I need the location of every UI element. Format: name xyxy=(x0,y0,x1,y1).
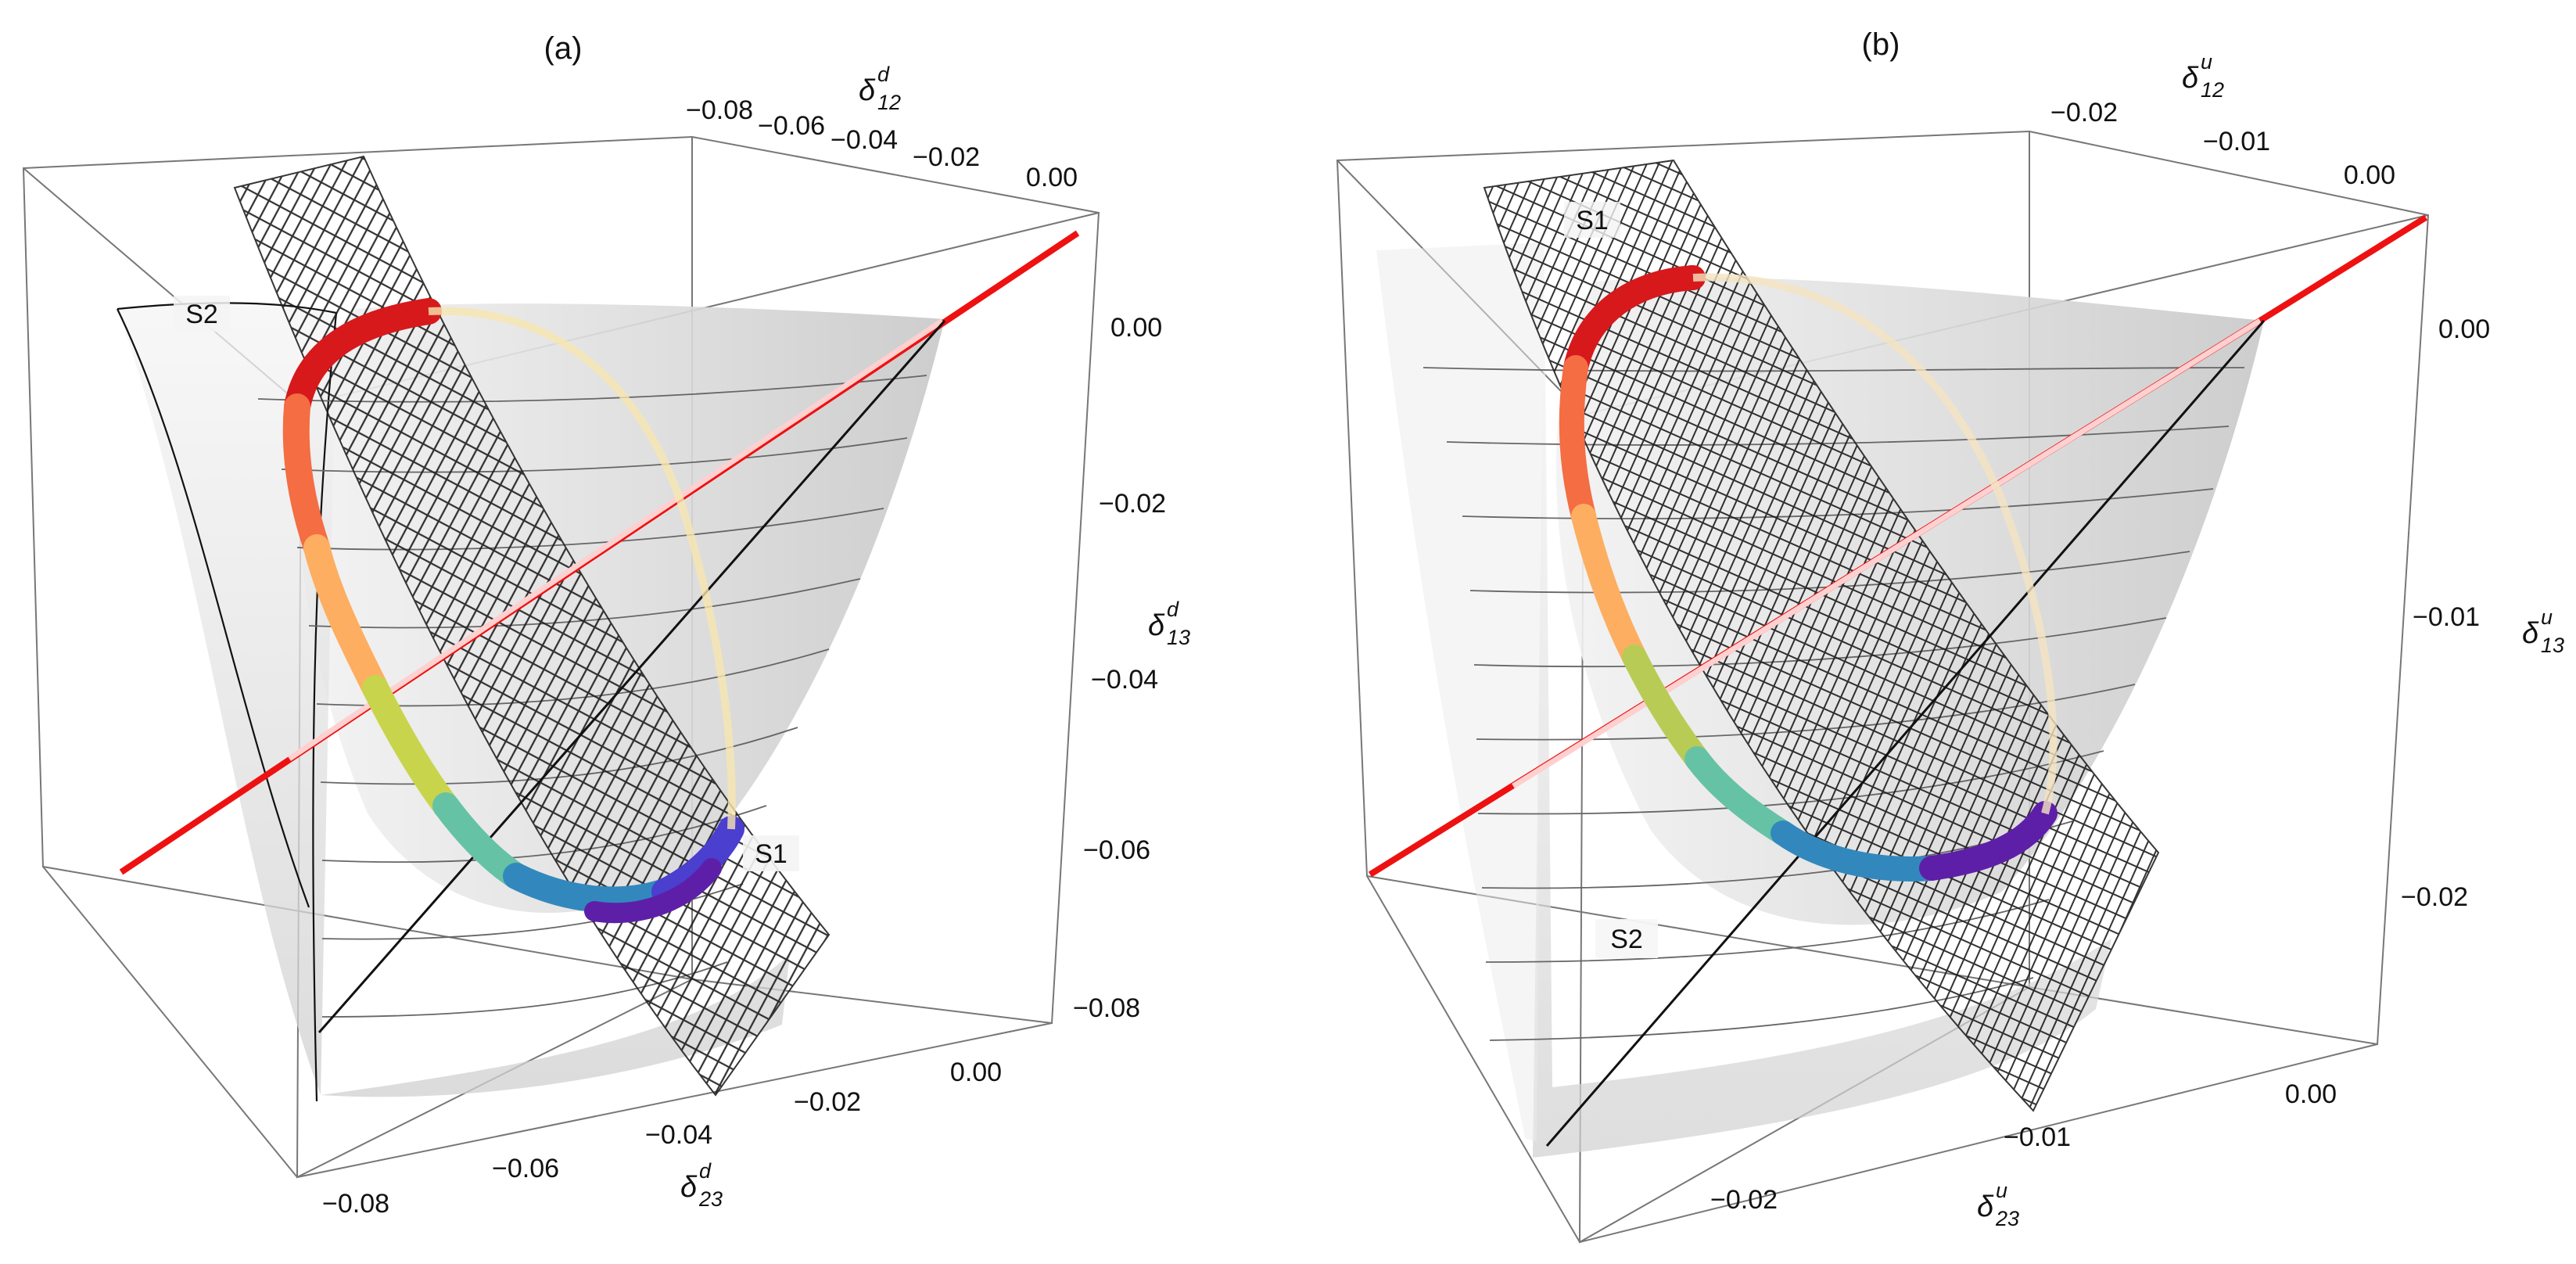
panel-a-s2-label-bg xyxy=(174,296,230,332)
panel-a-s1-label: S1 xyxy=(755,839,788,869)
panel-a-right-axis-symbol: δ xyxy=(1148,609,1165,642)
panel-b-s2-label-bg xyxy=(1595,919,1658,958)
panel-a-top-axis-symbol: δ xyxy=(859,74,876,107)
panel-a-bottom-tick: −0.02 xyxy=(794,1087,861,1117)
panel-a-right-axis-label: δ d 13 xyxy=(1148,598,1190,649)
panel-a-right-axis-sup: d xyxy=(1167,598,1179,621)
panel-a-right-tick: 0.00 xyxy=(1110,313,1162,343)
panel-b-right-axis-sup: u xyxy=(2541,605,2553,629)
panel-a-right-tick: −0.06 xyxy=(1083,835,1150,865)
panel-b: (b) −0.02 −0.01 0.00 δ u 12 0.00 −0.01 −… xyxy=(1336,27,2564,1244)
panel-a-s2-edge xyxy=(117,302,338,1102)
panel-b-right-axis-sub: 13 xyxy=(2541,634,2564,657)
panel-b-top-axis-label: δ u 12 xyxy=(2182,50,2224,102)
panel-a-bottom-tick: −0.06 xyxy=(492,1154,559,1183)
panel-a-right-tick: −0.04 xyxy=(1091,665,1158,695)
panel-a-right-tick: −0.02 xyxy=(1099,489,1166,519)
panel-a: (a) −0.08 −0.06 −0.04 −0.02 0.00 δ d 12 … xyxy=(22,31,1190,1219)
panel-a-top-tick: −0.02 xyxy=(913,142,980,172)
panel-b-right-tick: −0.01 xyxy=(2413,602,2480,632)
panel-b-s1-label-bg xyxy=(1564,202,1620,238)
panel-a-right-ticks: 0.00 −0.02 −0.04 −0.06 −0.08 xyxy=(1073,313,1166,1023)
panel-b-bottom-axis-sup: u xyxy=(1996,1179,2007,1202)
panel-b-top-axis-sup: u xyxy=(2201,50,2212,74)
panel-a-top-axis-label: δ d 12 xyxy=(859,63,901,114)
panel-b-bottom-ticks: −0.02 −0.01 0.00 xyxy=(1710,1079,2337,1215)
panel-b-bottom-tick: 0.00 xyxy=(2285,1079,2337,1109)
panel-b-top-tick: −0.02 xyxy=(2050,98,2118,127)
panel-a-ring-faint xyxy=(428,307,736,830)
panel-a-bottom-axis-sub: 23 xyxy=(698,1187,723,1211)
panel-a-top-axis-sup: d xyxy=(877,63,890,86)
panel-b-black-line xyxy=(1545,320,2266,1147)
panel-a-bottom-tick: −0.04 xyxy=(645,1120,712,1150)
panel-a-top-tick: −0.08 xyxy=(686,95,753,125)
panel-b-label: (b) xyxy=(1862,27,1900,62)
panel-a-point-ring xyxy=(282,298,744,924)
panel-a-top-tick: 0.00 xyxy=(1026,163,1078,192)
panel-a-right-tick: −0.08 xyxy=(1073,993,1140,1023)
panel-a-s2-edge-inner xyxy=(117,308,310,908)
panel-b-top-axis-symbol: δ xyxy=(2182,62,2199,95)
panel-b-s1-mesh-plane xyxy=(1483,159,2160,1112)
panel-a-bottom-axis-symbol: δ xyxy=(680,1171,698,1204)
panel-b-bottom-axis-label: δ u 23 xyxy=(1977,1179,2019,1230)
panel-a-s2-label: S2 xyxy=(185,300,218,329)
panel-a-top-tick: −0.04 xyxy=(831,125,898,155)
panel-a-top-tick: −0.06 xyxy=(758,111,825,141)
panel-b-point-ring xyxy=(1559,265,2058,882)
panel-b-bottom-axis-symbol: δ xyxy=(1977,1190,1994,1223)
panel-b-red-line xyxy=(1368,214,2428,878)
panel-b-bottom-axis-sub: 23 xyxy=(1995,1207,2019,1230)
panel-a-red-line xyxy=(119,230,1080,875)
panel-a-right-axis-sub: 13 xyxy=(1167,626,1190,649)
panel-a-bottom-tick: 0.00 xyxy=(950,1058,1002,1087)
panel-b-top-tick: 0.00 xyxy=(2344,160,2395,190)
panel-b-right-tick: 0.00 xyxy=(2438,314,2490,344)
panel-a-top-axis-sub: 12 xyxy=(877,91,901,114)
panel-a-label: (a) xyxy=(544,31,583,66)
panel-a-s2-surface xyxy=(117,303,790,1097)
panel-a-top-ticks: −0.08 −0.06 −0.04 −0.02 0.00 xyxy=(686,95,1078,192)
panel-b-bottom-tick: −0.01 xyxy=(2004,1122,2071,1152)
panel-b-s2-left-sheet xyxy=(1376,242,1545,1142)
panel-a-bottom-axis-sup: d xyxy=(699,1159,712,1183)
panel-a-bottom-ticks: −0.08 −0.06 −0.04 −0.02 0.00 xyxy=(322,1058,1002,1219)
panel-b-right-axis-symbol: δ xyxy=(2522,617,2539,650)
panel-b-s2-label: S2 xyxy=(1610,925,1643,954)
panel-b-top-tick: −0.01 xyxy=(2203,127,2270,156)
panel-a-bottom-tick: −0.08 xyxy=(322,1189,389,1219)
panel-b-bottom-tick: −0.02 xyxy=(1710,1185,1778,1215)
panel-b-right-axis-label: δ u 13 xyxy=(2522,605,2564,657)
panel-b-right-ticks: 0.00 −0.01 −0.02 xyxy=(2401,314,2490,912)
panel-a-s1-label-bg xyxy=(743,835,799,871)
panel-a-black-line xyxy=(318,320,946,1033)
panel-b-top-ticks: −0.02 −0.01 0.00 xyxy=(2050,98,2395,190)
panel-a-bottom-axis-label: δ d 23 xyxy=(680,1159,723,1211)
panel-b-top-axis-sub: 12 xyxy=(2201,78,2224,102)
panel-a-s1-mesh-plane xyxy=(233,155,831,1097)
panel-b-s1-label: S1 xyxy=(1576,206,1609,235)
panel-b-right-tick: −0.02 xyxy=(2401,882,2468,912)
panel-b-ring-faint xyxy=(1692,273,2058,815)
